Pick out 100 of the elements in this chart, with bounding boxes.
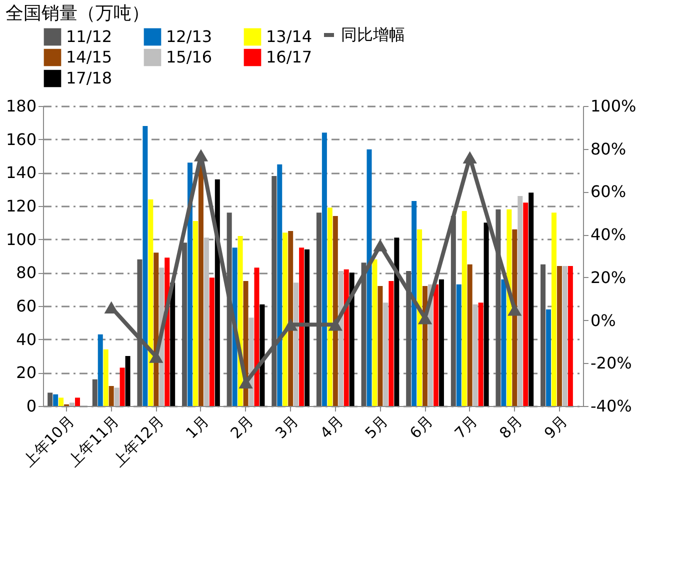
legend-label: 14/15 xyxy=(66,48,112,66)
bar xyxy=(148,199,154,406)
bar xyxy=(294,282,299,406)
legend-label: 11/12 xyxy=(66,26,112,46)
bar xyxy=(125,356,130,406)
bar xyxy=(74,398,80,406)
bar xyxy=(523,202,528,406)
bar xyxy=(518,196,523,406)
x-tick-label: 3月 xyxy=(272,412,302,442)
y2-tick-label: -40% xyxy=(590,396,632,416)
y2-tick-label: 0% xyxy=(590,310,616,330)
bar xyxy=(53,394,58,406)
bar xyxy=(417,229,422,406)
x-tick-label: 1月 xyxy=(182,412,212,442)
legend-label: 13/14 xyxy=(266,26,312,46)
bar xyxy=(70,402,75,406)
bar xyxy=(551,212,556,406)
bar xyxy=(344,269,349,406)
bar xyxy=(467,264,472,406)
x-tick-label: 8月 xyxy=(496,412,526,442)
bar xyxy=(556,266,562,406)
bar xyxy=(103,349,108,406)
bar xyxy=(338,271,344,406)
y-tick-label: 160 xyxy=(6,130,36,149)
y-tick-label: 0 xyxy=(26,396,36,416)
bar xyxy=(248,318,254,406)
bar xyxy=(478,302,484,406)
point xyxy=(462,151,477,164)
chart-title: 全国销量（万吨） xyxy=(5,3,150,24)
bar xyxy=(209,278,214,406)
y-tick-label: 100 xyxy=(6,230,36,249)
bar xyxy=(462,211,467,406)
y2-tick-label: 100% xyxy=(590,96,636,116)
bar xyxy=(188,162,193,406)
bar xyxy=(108,386,114,406)
bar xyxy=(170,282,176,406)
bar xyxy=(349,272,354,406)
point xyxy=(508,303,522,316)
x-tick-label: 4月 xyxy=(316,412,347,442)
bar xyxy=(562,266,568,406)
bar xyxy=(327,208,332,406)
y-tick-label: 40 xyxy=(16,330,36,349)
point xyxy=(194,149,208,162)
bar xyxy=(546,309,552,406)
bar xyxy=(433,284,438,406)
bar xyxy=(299,248,304,406)
y2-tick-label: 80% xyxy=(590,139,626,158)
bar xyxy=(322,132,327,406)
bar xyxy=(372,259,378,406)
bar xyxy=(366,149,372,406)
bar xyxy=(438,279,444,406)
bar xyxy=(204,238,209,406)
x-tick-label: 2月 xyxy=(227,412,258,442)
bar xyxy=(456,284,462,406)
bar xyxy=(540,264,546,406)
x-tick-label: 9月 xyxy=(540,412,571,442)
bar xyxy=(282,232,288,406)
legend-label: 同比增幅 xyxy=(341,25,405,44)
bar xyxy=(260,304,265,406)
bar xyxy=(394,238,400,406)
y-tick-label: 20 xyxy=(16,363,36,382)
bar xyxy=(114,388,120,406)
bar xyxy=(192,221,198,406)
bar xyxy=(484,222,489,406)
bar xyxy=(472,304,478,406)
bar xyxy=(501,279,506,406)
bar xyxy=(528,192,534,406)
y-tick-label: 120 xyxy=(6,196,36,216)
y2-tick-label: 40% xyxy=(590,225,626,244)
bar xyxy=(288,231,294,406)
y2-tick-label: 20% xyxy=(590,268,626,287)
legend-label: 16/17 xyxy=(266,48,312,66)
bar xyxy=(277,164,282,406)
bar xyxy=(332,216,338,406)
bar xyxy=(388,281,394,406)
point xyxy=(328,318,342,331)
legend-label: 17/18 xyxy=(66,68,112,88)
bar xyxy=(304,249,310,406)
y-tick-label: 80 xyxy=(16,263,36,282)
bar xyxy=(120,368,125,406)
bar xyxy=(58,398,64,406)
x-tick-label: 5月 xyxy=(361,412,392,442)
bar xyxy=(378,286,383,406)
y2-tick-label: 60% xyxy=(590,182,626,202)
bar xyxy=(383,302,388,406)
x-tick-label: 6月 xyxy=(406,412,436,442)
bar xyxy=(92,379,98,406)
point xyxy=(104,301,118,314)
bar xyxy=(142,126,148,406)
bar xyxy=(512,229,518,406)
bar xyxy=(48,392,53,406)
point xyxy=(284,318,298,331)
x-tick-label: 7月 xyxy=(451,412,482,442)
y-tick-label: 140 xyxy=(6,163,36,182)
bar xyxy=(412,201,417,406)
legend-label: 12/13 xyxy=(166,26,212,46)
y2-tick-label: -20% xyxy=(590,354,632,373)
bar xyxy=(214,179,220,406)
bar xyxy=(506,209,512,406)
point xyxy=(373,239,388,252)
